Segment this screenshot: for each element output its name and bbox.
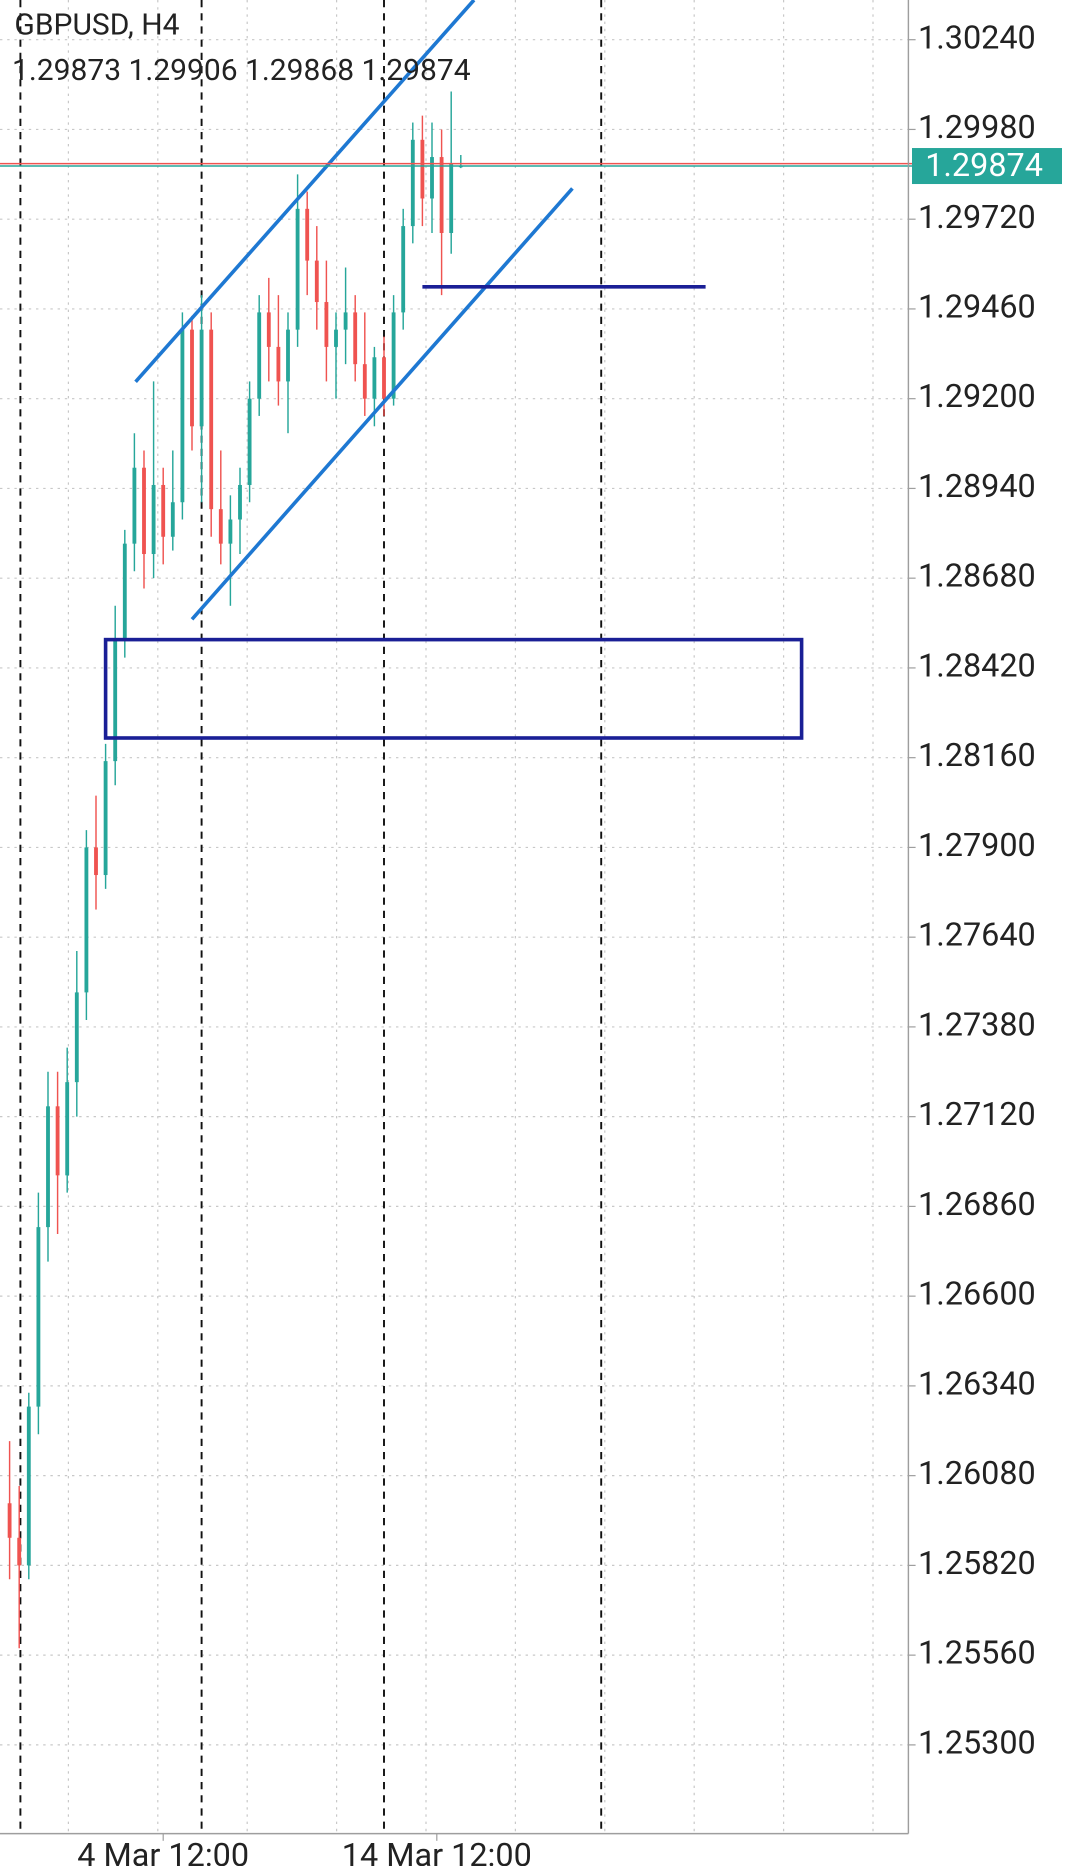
candle-body: [94, 847, 98, 876]
candle-body: [170, 502, 175, 537]
y-tick-label: 1.29200: [918, 377, 1036, 415]
candle-body: [65, 1082, 70, 1176]
candle-body: [449, 163, 454, 233]
last-price-label: 1.29874: [925, 146, 1043, 184]
y-tick-label: 1.28940: [918, 467, 1036, 505]
candle-body: [228, 519, 233, 544]
candle-body: [113, 640, 118, 762]
y-tick-label: 1.25560: [918, 1634, 1036, 1672]
y-tick-label: 1.27380: [918, 1005, 1036, 1043]
candle-body: [372, 357, 377, 399]
symbol-label: GBPUSD, H4: [14, 7, 179, 42]
x-tick-label: 4 Mar 12:00: [77, 1836, 249, 1866]
x-tick-label: 14 Mar 12:00: [342, 1836, 532, 1866]
candle-body: [161, 484, 166, 537]
candle-body: [439, 157, 444, 233]
candle-body: [410, 139, 415, 227]
y-tick-label: 1.27120: [918, 1095, 1036, 1133]
candle-body: [276, 346, 281, 382]
candle-body: [362, 364, 367, 399]
candle-body: [180, 329, 185, 503]
candle-body: [382, 357, 386, 399]
candle-body: [391, 312, 396, 399]
candle-body: [17, 1537, 22, 1566]
y-tick-label: 1.30240: [918, 18, 1036, 56]
ohlc-label: 1.29873 1.29906 1.29868 1.29874: [12, 53, 471, 88]
candle-body: [122, 543, 127, 641]
y-tick-label: 1.28160: [918, 736, 1036, 774]
y-tick-label: 1.26600: [918, 1275, 1036, 1313]
candle-body: [36, 1227, 41, 1407]
candle-body: [55, 1106, 60, 1176]
y-tick-label: 1.29980: [918, 108, 1036, 146]
candle-body: [420, 139, 425, 199]
y-tick-label: 1.25300: [918, 1723, 1036, 1761]
y-tick-label: 1.27640: [918, 916, 1036, 954]
y-tick-label: 1.28420: [918, 646, 1036, 684]
y-tick-label: 1.26340: [918, 1364, 1036, 1402]
y-tick-label: 1.29720: [918, 198, 1036, 236]
candle-body: [103, 761, 108, 876]
marks: [0, 0, 1062, 1649]
y-tick-label: 1.27900: [918, 826, 1036, 864]
candle-body: [295, 208, 300, 330]
candle-body: [218, 509, 223, 544]
candle-body: [257, 312, 262, 399]
candle-body: [190, 329, 194, 427]
candle-body: [401, 226, 406, 313]
candle-body: [84, 847, 89, 993]
candle-body: [247, 398, 252, 485]
candle-body: [26, 1406, 31, 1566]
candle-body: [151, 484, 156, 555]
candle-body: [199, 329, 204, 427]
candle-body: [74, 992, 79, 1083]
candle-body: [343, 312, 348, 330]
labels: 1.30240 1.29980 1.29720 1.29460 1.29200 1.289…: [77, 18, 1062, 1866]
candle-body: [334, 329, 338, 347]
trend-line: [190, 187, 574, 621]
y-tick-label: 1.26080: [918, 1454, 1036, 1492]
candle-body: [238, 484, 242, 520]
trend-line: [134, 0, 476, 383]
y-tick-label: 1.28680: [918, 557, 1036, 595]
candle-body: [142, 467, 146, 555]
candle-body: [305, 208, 310, 261]
zone: [103, 637, 804, 740]
candle-body: [7, 1503, 12, 1538]
candle-body: [266, 312, 271, 347]
candle-body: [286, 329, 290, 382]
candle-body: [314, 260, 319, 303]
y-tick-label: 1.26860: [918, 1185, 1036, 1223]
candle-body: [324, 302, 329, 347]
candle-body: [430, 157, 434, 199]
last-price-badge: [912, 148, 1062, 185]
y-tick-label: 1.25820: [918, 1544, 1036, 1582]
candle-body: [46, 1106, 50, 1228]
candle-body: [209, 329, 214, 510]
candle-body: [353, 312, 358, 365]
y-tick-label: 1.29460: [918, 287, 1036, 325]
candle-body: [132, 467, 137, 544]
